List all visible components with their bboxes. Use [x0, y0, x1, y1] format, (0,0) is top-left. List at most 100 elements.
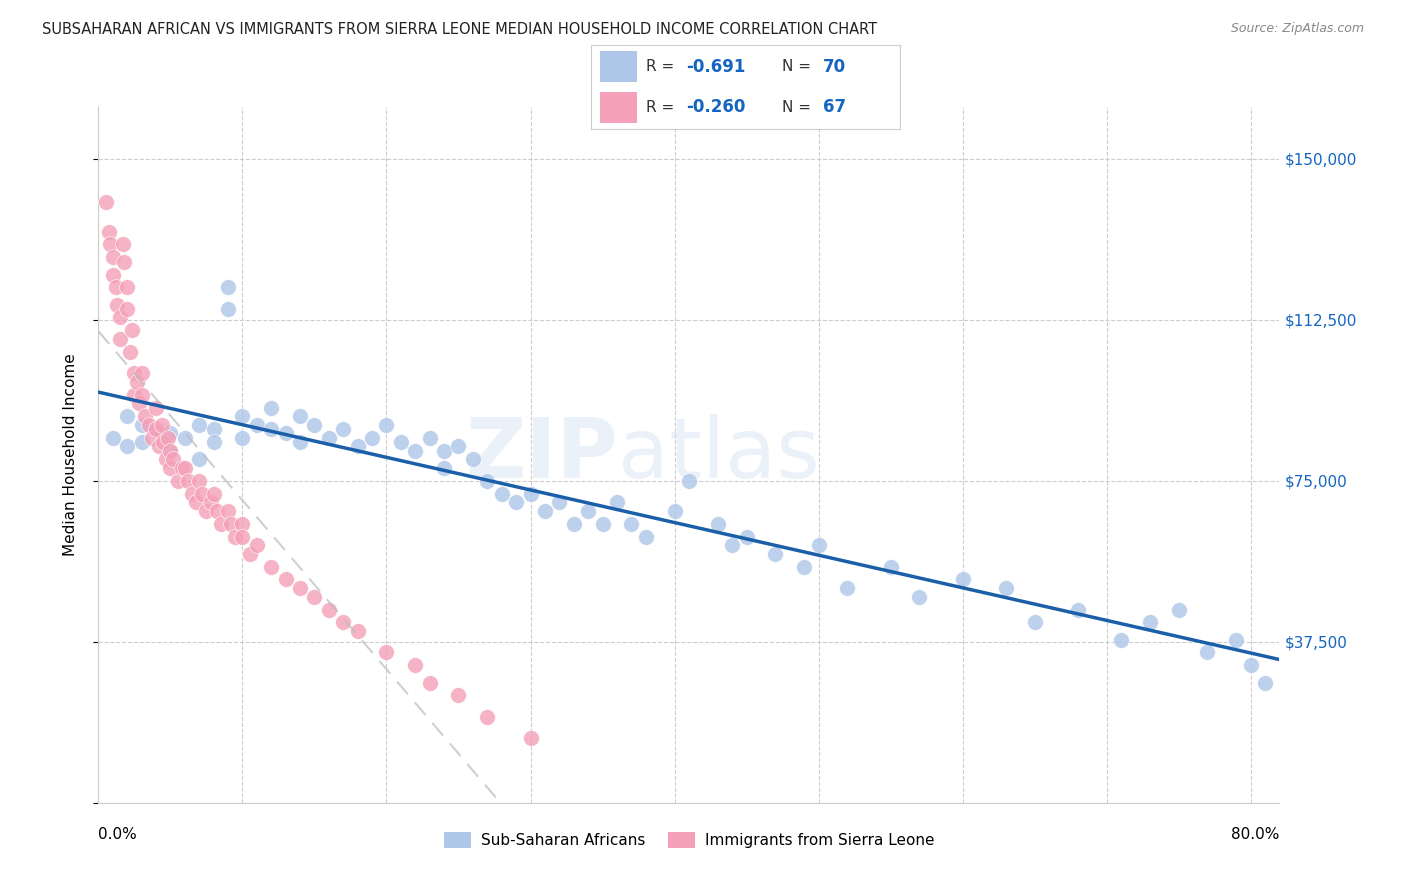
Point: [145, 401, 167, 415]
Point: [361, 431, 384, 445]
Bar: [600, 92, 637, 122]
Point: [159, 443, 181, 458]
Text: ZIP: ZIP: [465, 415, 619, 495]
Bar: [600, 52, 637, 82]
Point: [879, 559, 901, 574]
Point: [108, 310, 131, 325]
Text: atlas: atlas: [619, 415, 820, 495]
Text: 70: 70: [823, 58, 845, 76]
Point: [548, 495, 571, 509]
Text: SUBSAHARAN AFRICAN VS IMMIGRANTS FROM SIERRA LEONE MEDIAN HOUSEHOLD INCOME CORRE: SUBSAHARAN AFRICAN VS IMMIGRANTS FROM SI…: [42, 22, 877, 37]
Point: [1067, 602, 1090, 616]
Point: [101, 251, 124, 265]
Point: [138, 417, 160, 432]
Point: [202, 486, 225, 500]
Point: [375, 645, 398, 659]
Point: [181, 486, 204, 500]
Point: [131, 388, 153, 402]
Point: [837, 581, 859, 595]
Point: [318, 431, 340, 445]
Point: [162, 452, 184, 467]
Text: N =: N =: [782, 59, 815, 74]
Point: [97, 225, 120, 239]
Point: [491, 486, 513, 500]
Point: [188, 417, 211, 432]
Point: [534, 504, 557, 518]
Point: [735, 529, 758, 543]
Y-axis label: Median Household Income: Median Household Income: [63, 353, 77, 557]
Point: [274, 426, 297, 441]
Point: [519, 486, 541, 500]
Point: [576, 504, 599, 518]
Point: [1109, 632, 1132, 647]
Point: [419, 675, 441, 690]
Text: 80.0%: 80.0%: [1232, 827, 1279, 842]
Point: [145, 422, 167, 436]
Point: [505, 495, 527, 509]
Point: [148, 439, 170, 453]
Point: [288, 435, 311, 450]
Point: [115, 280, 138, 294]
Point: [170, 460, 193, 475]
Point: [173, 460, 195, 475]
Point: [477, 474, 499, 488]
Point: [952, 573, 974, 587]
Point: [304, 590, 326, 604]
Point: [908, 590, 931, 604]
Point: [115, 439, 138, 453]
Point: [108, 332, 131, 346]
Point: [155, 452, 177, 467]
Point: [231, 409, 253, 424]
Point: [433, 443, 456, 458]
Point: [101, 431, 124, 445]
Point: [461, 452, 484, 467]
Point: [1225, 632, 1247, 647]
Point: [219, 516, 242, 531]
Point: [188, 474, 211, 488]
Point: [592, 516, 614, 531]
Point: [209, 516, 232, 531]
Point: [274, 573, 297, 587]
Point: [994, 581, 1017, 595]
Point: [346, 439, 368, 453]
Point: [447, 689, 470, 703]
Point: [260, 559, 283, 574]
Point: [217, 280, 239, 294]
Text: N =: N =: [782, 100, 815, 115]
Point: [562, 516, 585, 531]
Point: [94, 194, 117, 209]
Point: [112, 254, 135, 268]
Point: [419, 431, 441, 445]
Point: [375, 417, 398, 432]
Point: [447, 439, 470, 453]
Point: [318, 602, 340, 616]
Point: [217, 504, 239, 518]
Point: [159, 426, 181, 441]
Point: [288, 581, 311, 595]
Point: [332, 422, 354, 436]
Text: Source: ZipAtlas.com: Source: ZipAtlas.com: [1230, 22, 1364, 36]
Point: [620, 516, 643, 531]
Point: [246, 417, 269, 432]
Point: [195, 504, 218, 518]
Point: [304, 417, 326, 432]
Point: [260, 422, 283, 436]
Point: [1240, 658, 1263, 673]
Point: [104, 280, 127, 294]
Point: [1197, 645, 1219, 659]
Point: [807, 538, 830, 552]
Point: [191, 486, 214, 500]
Point: [519, 731, 541, 746]
Text: R =: R =: [647, 59, 679, 74]
Point: [98, 237, 121, 252]
Text: -0.260: -0.260: [686, 98, 745, 116]
Text: 0.0%: 0.0%: [98, 827, 138, 842]
Point: [131, 435, 153, 450]
Point: [134, 409, 156, 424]
Text: -0.691: -0.691: [686, 58, 745, 76]
Point: [224, 529, 246, 543]
Point: [166, 474, 188, 488]
Point: [150, 417, 173, 432]
Point: [156, 431, 179, 445]
Text: 67: 67: [823, 98, 845, 116]
